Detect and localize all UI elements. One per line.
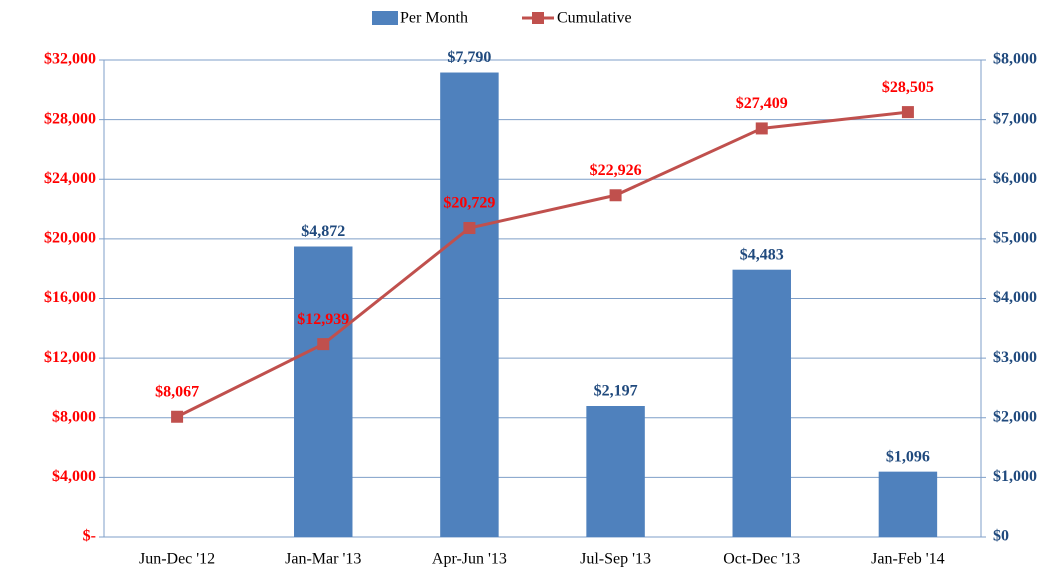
y-tick-label: $8,000 [52,408,96,425]
y-tick-label: $12,000 [44,349,96,366]
y2-tick-label: $5,000 [993,230,1037,247]
line-label: $20,729 [443,195,495,212]
line-marker [317,338,330,351]
line-marker [609,189,622,202]
legend-label: Cumulative [557,10,632,27]
bar [294,246,353,537]
y2-tick-label: $3,000 [993,349,1037,366]
line-label: $8,067 [155,383,199,400]
bar-label: $4,483 [740,246,784,263]
bar [732,269,791,537]
y-tick-label: $4,000 [52,468,96,485]
line-label: $27,409 [736,95,788,112]
line [176,110,909,419]
line-label: $28,505 [882,79,934,96]
bar [586,406,645,537]
y2-tick-label: $4,000 [993,289,1037,306]
y-tick-label: $16,000 [44,289,96,306]
bar [878,471,938,537]
bar [440,72,499,538]
x-tick-label: Jan-Feb '14 [871,551,945,568]
x-tick-label: Jul-Sep '13 [580,551,651,568]
x-tick-label: Oct-Dec '13 [723,551,800,568]
bar-label: $4,872 [301,223,345,240]
bar-label: $2,197 [594,383,638,400]
y2-tick-label: $2,000 [993,408,1037,425]
y-tick-label: $- [83,528,96,545]
y2-tick-label: $6,000 [993,170,1037,187]
x-tick-label: Apr-Jun '13 [432,551,507,568]
y2-tick-label: $8,000 [993,51,1037,68]
y-tick-label: $32,000 [44,51,96,68]
y2-tick-label: $0 [993,528,1009,545]
y2-tick-label: $1,000 [993,468,1037,485]
legend-swatch [372,11,398,25]
y-tick-label: $20,000 [44,230,96,247]
line-marker [463,222,476,235]
y-tick-label: $28,000 [44,110,96,127]
bar-label: $1,096 [886,448,930,465]
legend-label: Per Month [400,10,468,27]
bar-label: $7,790 [447,49,491,66]
line-label: $12,939 [297,311,349,328]
legend-swatch [532,12,544,24]
y2-tick-label: $7,000 [993,110,1037,127]
line-marker [171,410,184,423]
y-tick-label: $24,000 [44,170,96,187]
line-marker [755,122,768,135]
line-label: $22,926 [590,162,642,179]
line-marker [901,106,914,119]
x-tick-label: Jun-Dec '12 [139,551,215,568]
x-tick-label: Jan-Mar '13 [285,551,361,568]
